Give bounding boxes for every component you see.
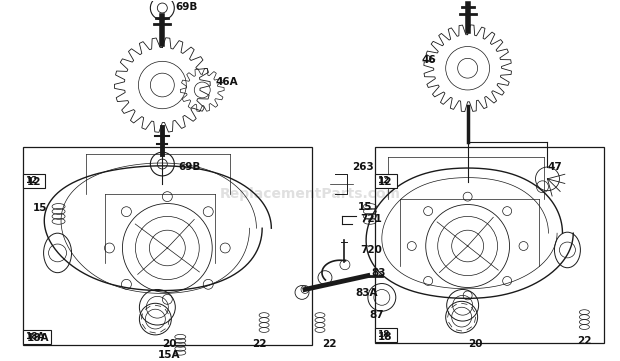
Text: 263: 263	[352, 162, 374, 172]
Text: 22: 22	[252, 339, 267, 349]
Text: 12: 12	[378, 177, 392, 187]
Text: 83A: 83A	[355, 288, 378, 299]
Text: 15A: 15A	[157, 350, 180, 360]
Bar	[23, 330, 51, 344]
Text: 87: 87	[370, 310, 384, 320]
Bar	[375, 147, 604, 343]
Bar	[23, 147, 312, 345]
Text: 47: 47	[547, 162, 562, 172]
Text: 69B: 69B	[175, 2, 198, 12]
Text: 18A: 18A	[25, 332, 44, 342]
Text: 12: 12	[25, 176, 37, 185]
Text: 18: 18	[378, 332, 392, 342]
Text: 20: 20	[162, 339, 177, 349]
Text: 18A: 18A	[27, 333, 49, 343]
Text: 22: 22	[322, 339, 337, 349]
Text: 83: 83	[372, 268, 386, 278]
Text: 720: 720	[360, 245, 382, 255]
Text: 721: 721	[360, 214, 382, 224]
Text: ReplacementParts.com: ReplacementParts.com	[219, 187, 401, 201]
Bar	[375, 328, 397, 342]
Bar	[23, 174, 45, 188]
Text: 12: 12	[377, 176, 389, 185]
Text: 22: 22	[577, 336, 592, 346]
Bar	[375, 174, 397, 188]
Text: 69B: 69B	[179, 162, 201, 172]
Text: 46A: 46A	[215, 77, 238, 87]
Text: 46: 46	[422, 55, 436, 65]
Text: 15: 15	[33, 204, 47, 213]
Text: 15: 15	[358, 201, 373, 212]
Text: 12: 12	[27, 177, 41, 187]
Text: 18: 18	[377, 330, 389, 339]
Text: 20: 20	[467, 339, 482, 349]
